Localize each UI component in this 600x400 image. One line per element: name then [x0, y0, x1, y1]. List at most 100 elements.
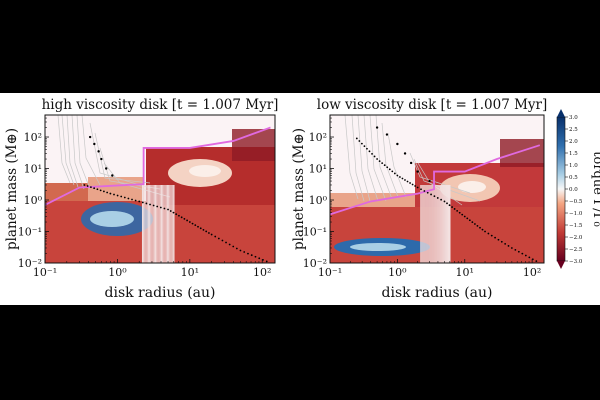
isolation-point [497, 238, 500, 241]
track-end-point [104, 167, 108, 170]
isolation-point [199, 227, 202, 230]
colorbar-tick-label: −3.0 [569, 259, 583, 265]
isolation-point [528, 256, 531, 259]
colorbar-tick-label: 0.5 [569, 175, 578, 181]
isolation-point [426, 191, 429, 194]
isolation-point [440, 198, 443, 201]
max-mass-curve [44, 126, 271, 206]
track-stripes [420, 185, 451, 263]
isolation-point [156, 205, 159, 208]
planet-tracks [344, 114, 481, 206]
isolation-point [355, 137, 358, 140]
isolation-point [406, 180, 409, 183]
isolation-point [102, 190, 105, 193]
isolation-point [373, 155, 376, 158]
isolation-point [202, 228, 205, 231]
isolation-point [448, 204, 451, 207]
isolation-point [93, 187, 96, 190]
isolation-point [399, 176, 401, 178]
isolation-point [178, 214, 180, 217]
isolation-point [145, 202, 148, 205]
isolation-point [175, 213, 178, 216]
isolation-point [205, 230, 208, 233]
isolation-point [388, 168, 391, 171]
isolation-point [376, 158, 378, 160]
isolation-point [393, 172, 396, 175]
isolation-point [149, 203, 151, 206]
isolation-point [524, 254, 527, 257]
isolation-point [371, 152, 373, 155]
isolation-point [458, 211, 461, 214]
isolation-point [484, 230, 486, 233]
y-tick-label: 10⁰ [309, 194, 328, 207]
isolation-point [386, 166, 389, 169]
isolation-points [355, 137, 538, 263]
isolation-point [360, 142, 363, 145]
colorbar-top-arrow [557, 109, 565, 117]
isolation-point [141, 201, 144, 204]
isolation-point [490, 234, 493, 237]
isolation-point [183, 217, 186, 220]
isolation-point [89, 186, 92, 189]
figure: high viscosity disk [t = 1.007 Myr] [0, 93, 600, 305]
isolation-point [265, 260, 268, 263]
y-axis-label: planet mass (M⊕) [4, 128, 20, 250]
x-tick-label: 10⁻¹ [318, 266, 342, 279]
track-end-point [385, 133, 389, 136]
isolation-point [109, 192, 112, 195]
isolation-point [391, 170, 394, 173]
isolation-point [433, 195, 436, 198]
torque-field-inner-strip [45, 183, 88, 201]
isolation-point [461, 213, 464, 216]
colorbar-ticks: 3.0 2.5 2.0 1.5 1.0 0.5 0.0 −0.5 −1.0 −1.5 −2.0 −2.… [565, 115, 583, 265]
isolation-point [197, 225, 199, 228]
isolation-point [535, 260, 538, 263]
isolation-point [481, 228, 484, 231]
isolation-point [430, 193, 432, 196]
planet-tracks [57, 114, 171, 198]
track-end-point [403, 152, 407, 155]
x-tick-label: 10⁰ [388, 266, 407, 279]
track-end-point [100, 157, 103, 161]
plot-area [44, 114, 275, 263]
track-end-points [375, 126, 431, 183]
colorbar-bottom-arrow [557, 261, 565, 269]
colorbar-tick-label: 2.5 [569, 127, 578, 133]
isolation-point [521, 252, 524, 255]
isolation-point [517, 250, 520, 253]
isolation-point [106, 191, 109, 194]
isolation-point [396, 174, 399, 177]
isolation-point [210, 233, 213, 236]
isolation-point [451, 206, 453, 208]
y-tick-label: 10⁻² [303, 257, 327, 270]
isolation-point [235, 247, 238, 250]
isolation-point [83, 184, 86, 186]
track-end-point [416, 170, 419, 173]
isolation-point [99, 189, 102, 192]
x-tick-label: 10⁻¹ [33, 266, 57, 279]
colorbar-tick-label: −2.5 [569, 247, 583, 253]
isolation-point [378, 160, 381, 162]
isolation-point [420, 188, 422, 191]
track-end-points [88, 135, 114, 177]
isolation-point [383, 164, 386, 167]
isolation-point [504, 242, 507, 245]
colorbar-tick-label: 1.0 [569, 163, 578, 169]
track-end-point [88, 135, 92, 139]
isolation-point [411, 183, 414, 186]
outer-dark-region [500, 139, 544, 167]
isolation-point [225, 241, 227, 244]
track-end-point [375, 126, 379, 129]
isolation-point [214, 235, 217, 238]
track-end-point [396, 142, 399, 146]
y-tick-label: 10² [24, 131, 42, 144]
isolation-point [180, 216, 183, 219]
track-end-point [111, 174, 114, 177]
x-tick-label: 10² [253, 266, 271, 279]
isolation-point [250, 254, 253, 257]
isolation-point [172, 211, 175, 214]
isolation-point [228, 243, 231, 246]
panel-high-viscosity: high viscosity disk [t = 1.007 Myr] [4, 97, 278, 301]
colorbar-label: torque Γ/Γ₀ [590, 151, 600, 226]
colorbar-tick-label: −0.5 [569, 199, 583, 205]
